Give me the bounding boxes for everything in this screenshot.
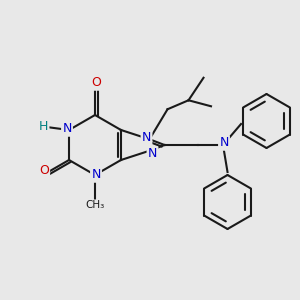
Text: N: N [91, 169, 101, 182]
Text: N: N [62, 122, 72, 136]
Text: N: N [219, 136, 229, 149]
Text: N: N [148, 147, 157, 160]
Text: N: N [142, 131, 151, 144]
Text: O: O [91, 76, 101, 89]
Text: H: H [39, 119, 48, 133]
Text: O: O [39, 164, 49, 177]
Text: CH₃: CH₃ [85, 200, 105, 211]
